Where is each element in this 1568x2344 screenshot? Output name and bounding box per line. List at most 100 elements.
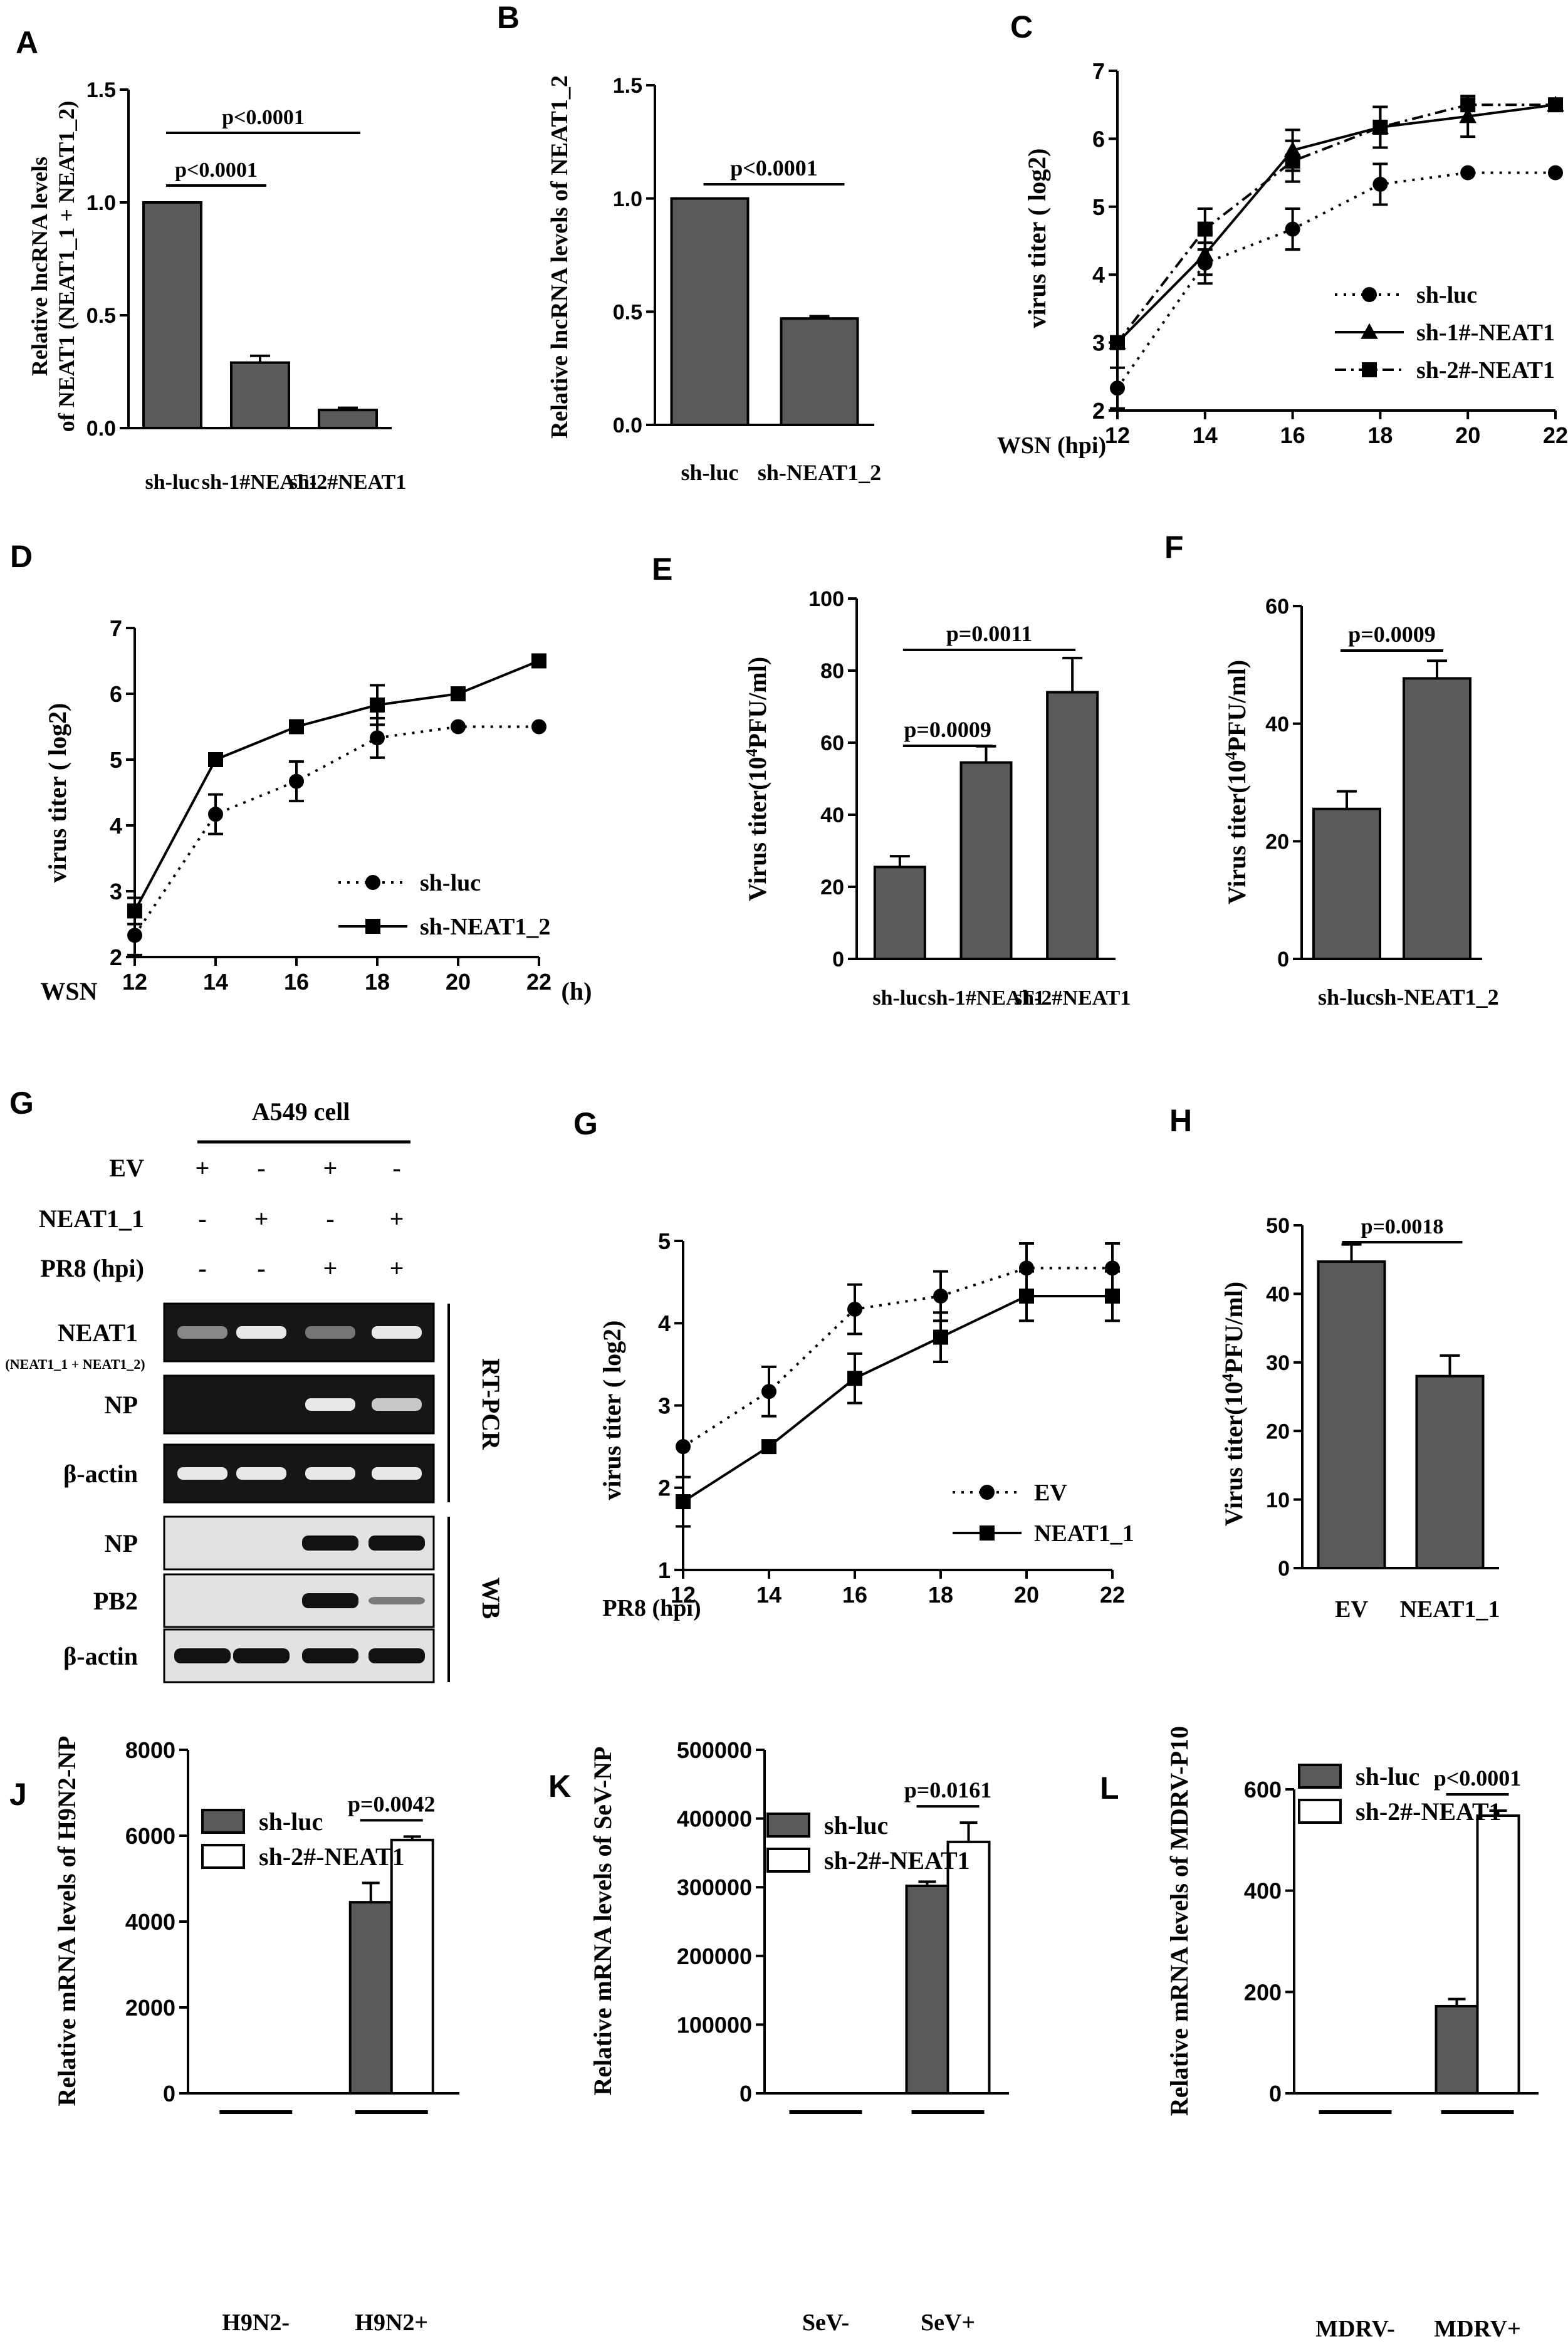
legend-label: EV bbox=[1034, 1480, 1067, 1506]
x-tick-label: sh-NEAT1_2 bbox=[758, 460, 881, 485]
data-point bbox=[1285, 221, 1300, 237]
y-axis-label-part: Virus titer(10 bbox=[743, 756, 771, 901]
data-point bbox=[531, 719, 546, 735]
data-point bbox=[289, 773, 304, 789]
data-point bbox=[847, 1301, 862, 1317]
blot-band bbox=[302, 1593, 358, 1608]
gel-row-label: NEAT1 bbox=[58, 1319, 138, 1347]
gel-band bbox=[372, 1467, 422, 1480]
x-tick-label: MDRV+ bbox=[1434, 2316, 1521, 2342]
bar bbox=[390, 1838, 434, 2095]
data-point bbox=[451, 719, 466, 735]
y-tick-label: 40 bbox=[1265, 713, 1289, 736]
legend-swatch bbox=[766, 1813, 810, 1838]
x-axis-label: WSN (hpi) bbox=[997, 432, 1106, 459]
data-point bbox=[847, 1371, 862, 1386]
condition-sign: + bbox=[390, 1205, 404, 1233]
y-tick-label: 400 bbox=[1244, 1878, 1282, 1904]
gel-title: A549 cell bbox=[252, 1097, 350, 1126]
legend-marker bbox=[1362, 362, 1377, 377]
y-tick-label: 0 bbox=[740, 2081, 752, 2106]
data-point bbox=[1197, 221, 1213, 237]
y-tick-label: 6000 bbox=[125, 1823, 175, 1849]
y-tick-label: 0 bbox=[1277, 948, 1289, 971]
data-point bbox=[933, 1288, 948, 1304]
bar bbox=[780, 317, 859, 426]
y-tick-label: 1.0 bbox=[613, 187, 642, 211]
series-line bbox=[133, 725, 539, 936]
y-tick-label: 60 bbox=[820, 731, 844, 755]
bar bbox=[230, 361, 290, 429]
blot-row-label: β-actin bbox=[63, 1642, 138, 1670]
legend-marker bbox=[365, 875, 380, 890]
y-axis-label-part: PFU/ml) bbox=[1220, 1282, 1248, 1374]
data-point bbox=[208, 807, 223, 822]
data-point bbox=[208, 752, 223, 767]
condition-sign: - bbox=[257, 1254, 265, 1282]
gel-row-label: NP bbox=[105, 1391, 138, 1419]
y-tick-label: 0 bbox=[1269, 2081, 1282, 2106]
legend-label: sh-2#-NEAT1 bbox=[1416, 357, 1555, 384]
condition-sign: - bbox=[198, 1205, 206, 1233]
y-tick-label: 500000 bbox=[677, 1737, 752, 1763]
data-point bbox=[127, 903, 142, 919]
chart-B: 0.0 0.5 1.0 1.5 sh-luc sh-NEAT1_2 Bp<0.0001 Rel… bbox=[497, 0, 881, 485]
gel-band bbox=[372, 1326, 422, 1339]
bar bbox=[1312, 807, 1381, 960]
y-tick-label: 1.5 bbox=[86, 78, 116, 102]
y-tick-label: 0.5 bbox=[86, 304, 116, 328]
legend-marker bbox=[365, 919, 380, 934]
gel-band bbox=[236, 1467, 286, 1480]
y-tick-label: 50 bbox=[1266, 1214, 1290, 1238]
p-value: p<0.0001 bbox=[175, 159, 258, 182]
y-tick-label: 80 bbox=[820, 659, 844, 683]
x-tick-label: sh-1#NEAT1 bbox=[202, 471, 318, 494]
data-point bbox=[676, 1494, 691, 1510]
x-tick-label: 22 bbox=[526, 969, 551, 995]
y-tick-label: 2 bbox=[1092, 398, 1105, 424]
rtpcr-label: RT-PCR bbox=[477, 1358, 505, 1450]
blot-band bbox=[368, 1597, 425, 1604]
wb-label: WB bbox=[477, 1577, 505, 1619]
legend-label: sh-luc bbox=[259, 1808, 323, 1836]
blot-band bbox=[302, 1536, 358, 1551]
y-tick-label: 7 bbox=[1092, 58, 1105, 84]
condition-sign: - bbox=[257, 1154, 265, 1182]
bar bbox=[959, 761, 1013, 960]
y-tick-label: 8000 bbox=[125, 1737, 175, 1763]
legend-swatch bbox=[201, 1809, 245, 1834]
legend-swatch bbox=[1298, 1764, 1342, 1789]
x-tick-label: 18 bbox=[365, 969, 390, 995]
p-value: p<0.0001 bbox=[1434, 1766, 1522, 1791]
y-axis-label-part: 4 bbox=[1222, 751, 1240, 760]
y-tick-label: 3 bbox=[658, 1393, 671, 1418]
data-point bbox=[127, 928, 142, 943]
y-tick-label: 300000 bbox=[677, 1875, 752, 1900]
y-tick-label: 2 bbox=[658, 1475, 671, 1501]
y-tick-label: 0.0 bbox=[613, 414, 642, 437]
y-tick-label: 400000 bbox=[677, 1806, 752, 1832]
condition-sign: + bbox=[323, 1254, 338, 1282]
data-point bbox=[1548, 165, 1563, 181]
x-tick-label: 16 bbox=[1280, 422, 1305, 448]
condition-sign: - bbox=[392, 1154, 400, 1182]
blot-band bbox=[174, 1648, 231, 1663]
y-tick-label: 6 bbox=[110, 681, 122, 707]
x-tick-label: sh-luc bbox=[145, 471, 200, 494]
panel-letter: C bbox=[1010, 9, 1033, 44]
x-tick-label: sh-1#NEAT1 bbox=[928, 986, 1044, 1010]
legend-swatch bbox=[201, 1844, 245, 1869]
y-tick-label: 100 bbox=[808, 587, 844, 611]
x-tick-label: sh-2#NEAT1 bbox=[1014, 986, 1131, 1010]
y-tick-label: 1 bbox=[658, 1557, 671, 1583]
panel-letter: L bbox=[1100, 1771, 1119, 1806]
x-tick-label: 14 bbox=[203, 969, 228, 995]
data-point bbox=[1019, 1288, 1034, 1304]
series-line bbox=[682, 1267, 1112, 1448]
p-value: p=0.0009 bbox=[1348, 622, 1436, 647]
x-tick-label: H9N2- bbox=[222, 2310, 290, 2336]
series-line bbox=[682, 1294, 1112, 1503]
